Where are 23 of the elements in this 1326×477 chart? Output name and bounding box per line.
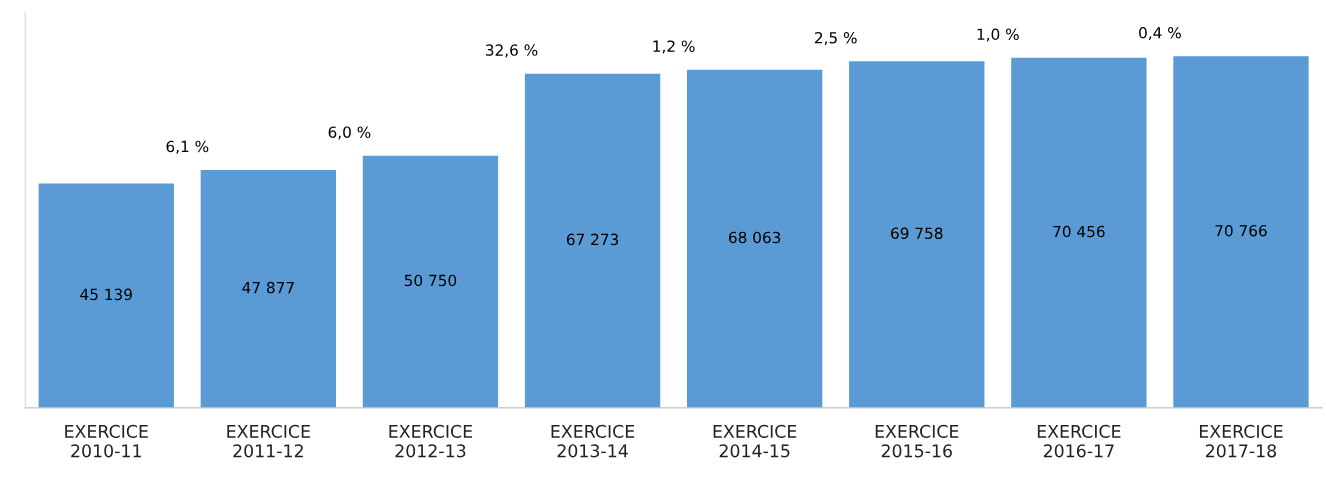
data-label: 68 063: [729, 231, 781, 244]
x-tick-label: EXERCICE 2013-14: [551, 424, 635, 458]
annotation: 6,1 %: [166, 140, 209, 154]
annotation: 2,5 %: [815, 31, 857, 46]
data-label: 45 139: [80, 288, 132, 301]
data-label: 50 750: [404, 274, 457, 287]
data-label: 70 766: [1215, 224, 1267, 237]
data-label: 67 273: [566, 233, 619, 246]
data-label: 70 456: [1053, 225, 1105, 238]
x-tick-label: EXERCICE 2011-12: [227, 424, 310, 458]
x-tick-label: EXERCICE 2017-18: [1199, 424, 1283, 458]
x-tick-label: EXERCICE 2015-16: [875, 424, 959, 458]
annotation: 0,4 %: [1139, 26, 1181, 41]
annotation: 32,6 %: [485, 44, 538, 58]
data-label: 47 877: [242, 281, 294, 294]
x-tick-label: EXERCICE 2012-13: [389, 424, 473, 458]
annotation: 1,0 %: [977, 28, 1019, 42]
data-label: 69 758: [891, 227, 943, 240]
annotation: 1,2 %: [653, 40, 695, 54]
x-tick-label: EXERCICE 2016-17: [1037, 424, 1121, 458]
annotation: 6,0 %: [328, 126, 371, 140]
x-tick-label: EXERCICE 2014-15: [713, 424, 797, 458]
x-tick-label: EXERCICE 2010-11: [65, 424, 148, 458]
